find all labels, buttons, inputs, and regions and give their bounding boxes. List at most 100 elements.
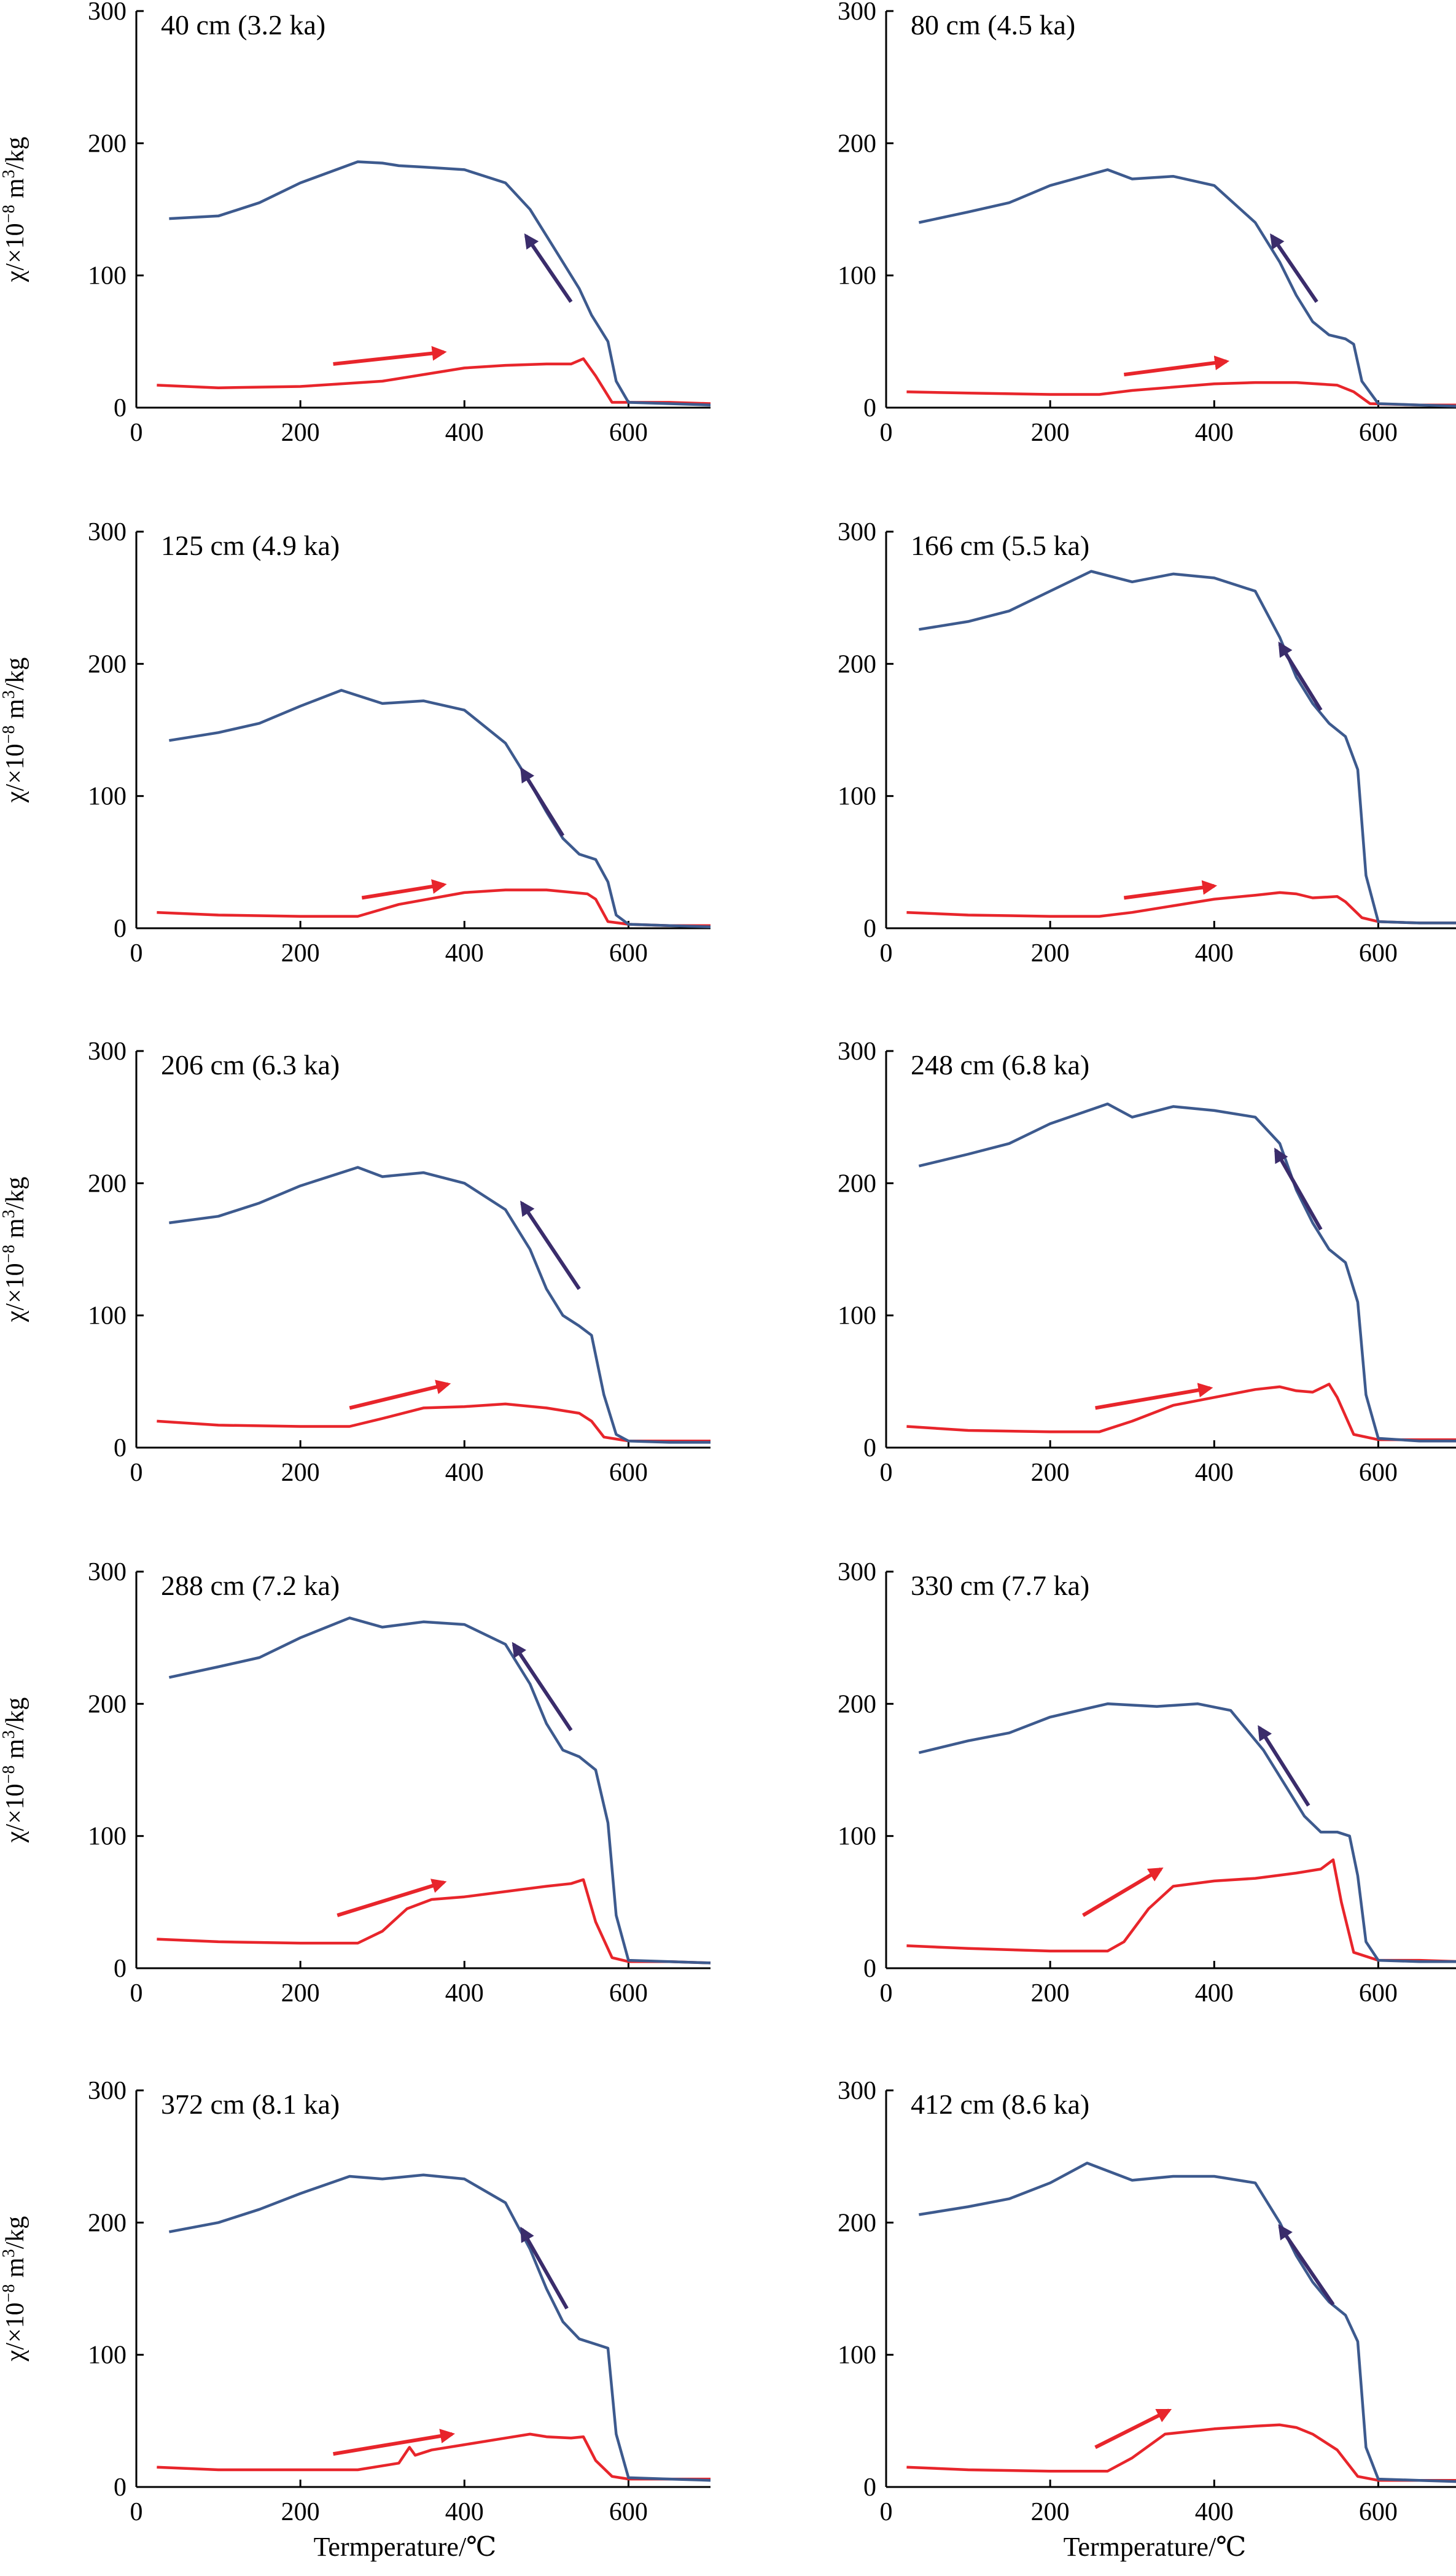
y-tick-label: 100 [838, 2341, 876, 2370]
panel-8: 0 100 200 300 0 200 400 600 330 cm (7.7 ka) [838, 1558, 1456, 2008]
cooling-curve [169, 1166, 710, 1444]
heating-direction-arrow [337, 1879, 447, 1917]
y-tick-label: 200 [88, 1170, 127, 1198]
x-tick-label: 200 [281, 1459, 320, 1487]
y-tick-label: 0 [863, 394, 876, 422]
y-tick-label: 100 [88, 262, 127, 290]
y-tick-label: 300 [88, 1558, 127, 1586]
panel-title: 80 cm (4.5 ka) [911, 9, 1075, 41]
heating-curve [906, 1858, 1456, 1963]
cooling-direction-arrow [1278, 641, 1323, 712]
panel-5: 0 100 200 300 0 200 400 600 206 cm (6.3 ka) χ/×10… [0, 1038, 710, 1487]
x-tick-label: 600 [1359, 939, 1398, 968]
x-tick-label: 400 [1195, 2498, 1234, 2526]
x-tick-label: 600 [609, 419, 648, 447]
y-axis-label: χ/×10−8 m3/kg [0, 2216, 29, 2362]
cooling-curve [168, 1616, 711, 1965]
cooling-curve [919, 570, 1456, 925]
panel-4: 0 100 200 300 0 200 400 600 166 cm (5.5 ka) [838, 518, 1456, 968]
y-tick-label: 0 [114, 1955, 127, 1983]
x-tick-label: 400 [445, 1459, 484, 1487]
y-tick-label: 100 [838, 1823, 876, 1851]
x-tick-label: 0 [880, 2498, 893, 2526]
y-tick-label: 300 [838, 0, 876, 26]
x-tick-label: 200 [281, 1979, 320, 2008]
y-tick-label: 0 [863, 1434, 876, 1462]
y-tick-label: 200 [88, 650, 127, 678]
heating-curve [906, 1383, 1456, 1441]
panel-2: 0 100 200 300 0 200 400 600 80 cm (4.5 ka) [838, 0, 1456, 447]
cooling-curve [918, 1702, 1456, 1963]
y-tick-label: 100 [88, 2341, 127, 2370]
y-tick-label: 0 [863, 915, 876, 943]
y-tick-label: 100 [88, 1302, 127, 1330]
y-tick-label: 200 [838, 1170, 876, 1198]
y-tick-label: 100 [88, 783, 127, 811]
x-tick-label: 600 [1359, 1459, 1398, 1487]
x-tick-label: 200 [1031, 939, 1070, 968]
x-tick-label: 0 [130, 2498, 143, 2526]
x-tick-label: 0 [130, 419, 143, 447]
y-tick-label: 200 [838, 1690, 876, 1718]
heating-direction-arrow [1095, 1383, 1213, 1410]
heating-curve [157, 1878, 711, 1965]
heating-curve [157, 1402, 710, 1443]
x-tick-label: 200 [1031, 2498, 1070, 2526]
y-tick-label: 300 [88, 0, 127, 26]
x-tick-label: 200 [1031, 419, 1070, 447]
panel-9: 0 100 200 300 0 200 400 600 372 cm (8.1 ka) χ/×10… [0, 2077, 711, 2562]
panel-10: 0 100 200 300 0 200 400 600 412 cm (8.6 ka) Termp… [838, 2077, 1456, 2562]
y-axis-label: χ/×10−8 m3/kg [0, 658, 29, 804]
x-tick-label: 400 [445, 1979, 484, 2008]
panel-6: 0 100 200 300 0 200 400 600 248 cm (6.8 ka) [838, 1038, 1456, 1487]
heating-curve [157, 2432, 710, 2481]
y-tick-label: 300 [838, 518, 876, 546]
heating-curve [906, 2423, 1456, 2482]
x-axis-label: Termperature/℃ [314, 2532, 497, 2562]
y-tick-label: 200 [838, 130, 876, 158]
x-axis-label: Termperature/℃ [1064, 2532, 1247, 2562]
x-tick-label: 400 [1195, 1459, 1234, 1487]
cooling-direction-arrow [1278, 2224, 1335, 2306]
x-tick-label: 0 [130, 1979, 143, 2008]
panel-title: 412 cm (8.6 ka) [911, 2089, 1089, 2120]
y-tick-label: 0 [114, 1434, 127, 1462]
y-tick-label: 200 [88, 2209, 127, 2237]
cooling-direction-arrow [520, 767, 565, 837]
y-tick-label: 0 [114, 394, 127, 422]
heating-direction-arrow [349, 1379, 451, 1410]
x-tick-label: 400 [1195, 419, 1234, 447]
panel-title: 40 cm (3.2 ka) [161, 9, 325, 41]
heating-direction-arrow [1082, 1867, 1164, 1917]
y-tick-label: 300 [838, 1558, 876, 1586]
heating-direction-arrow [361, 879, 447, 900]
x-tick-label: 200 [1031, 1979, 1070, 2008]
x-tick-label: 400 [445, 939, 484, 968]
y-tick-label: 0 [863, 1955, 876, 1983]
panel-title: 330 cm (7.7 ka) [911, 1570, 1089, 1601]
panel-3: 0 100 200 300 0 200 400 600 125 cm (4.9 ka) χ/×10… [0, 518, 711, 968]
heating-curve [157, 357, 711, 405]
x-tick-label: 600 [609, 2498, 648, 2526]
x-tick-label: 200 [281, 419, 320, 447]
y-axis-label: χ/×10−8 m3/kg [0, 137, 29, 283]
cooling-curve [169, 689, 711, 929]
y-tick-label: 200 [88, 130, 127, 158]
y-tick-label: 300 [88, 2077, 127, 2105]
heating-direction-arrow [333, 346, 447, 366]
x-tick-label: 600 [1359, 1979, 1398, 2008]
x-tick-label: 600 [1359, 419, 1398, 447]
cooling-direction-arrow [524, 233, 573, 303]
heating-direction-arrow [333, 2429, 455, 2456]
cooling-curve [918, 1102, 1456, 1443]
panel-title: 125 cm (4.9 ka) [161, 530, 340, 561]
heating-curve [906, 891, 1456, 925]
x-tick-label: 0 [130, 1459, 143, 1487]
y-tick-label: 0 [114, 2473, 127, 2502]
x-tick-label: 400 [445, 419, 484, 447]
y-axis-label: χ/×10−8 m3/kg [0, 1697, 29, 1844]
y-tick-label: 300 [838, 1038, 876, 1066]
y-tick-label: 200 [88, 1690, 127, 1718]
cooling-direction-arrow [520, 2226, 569, 2310]
